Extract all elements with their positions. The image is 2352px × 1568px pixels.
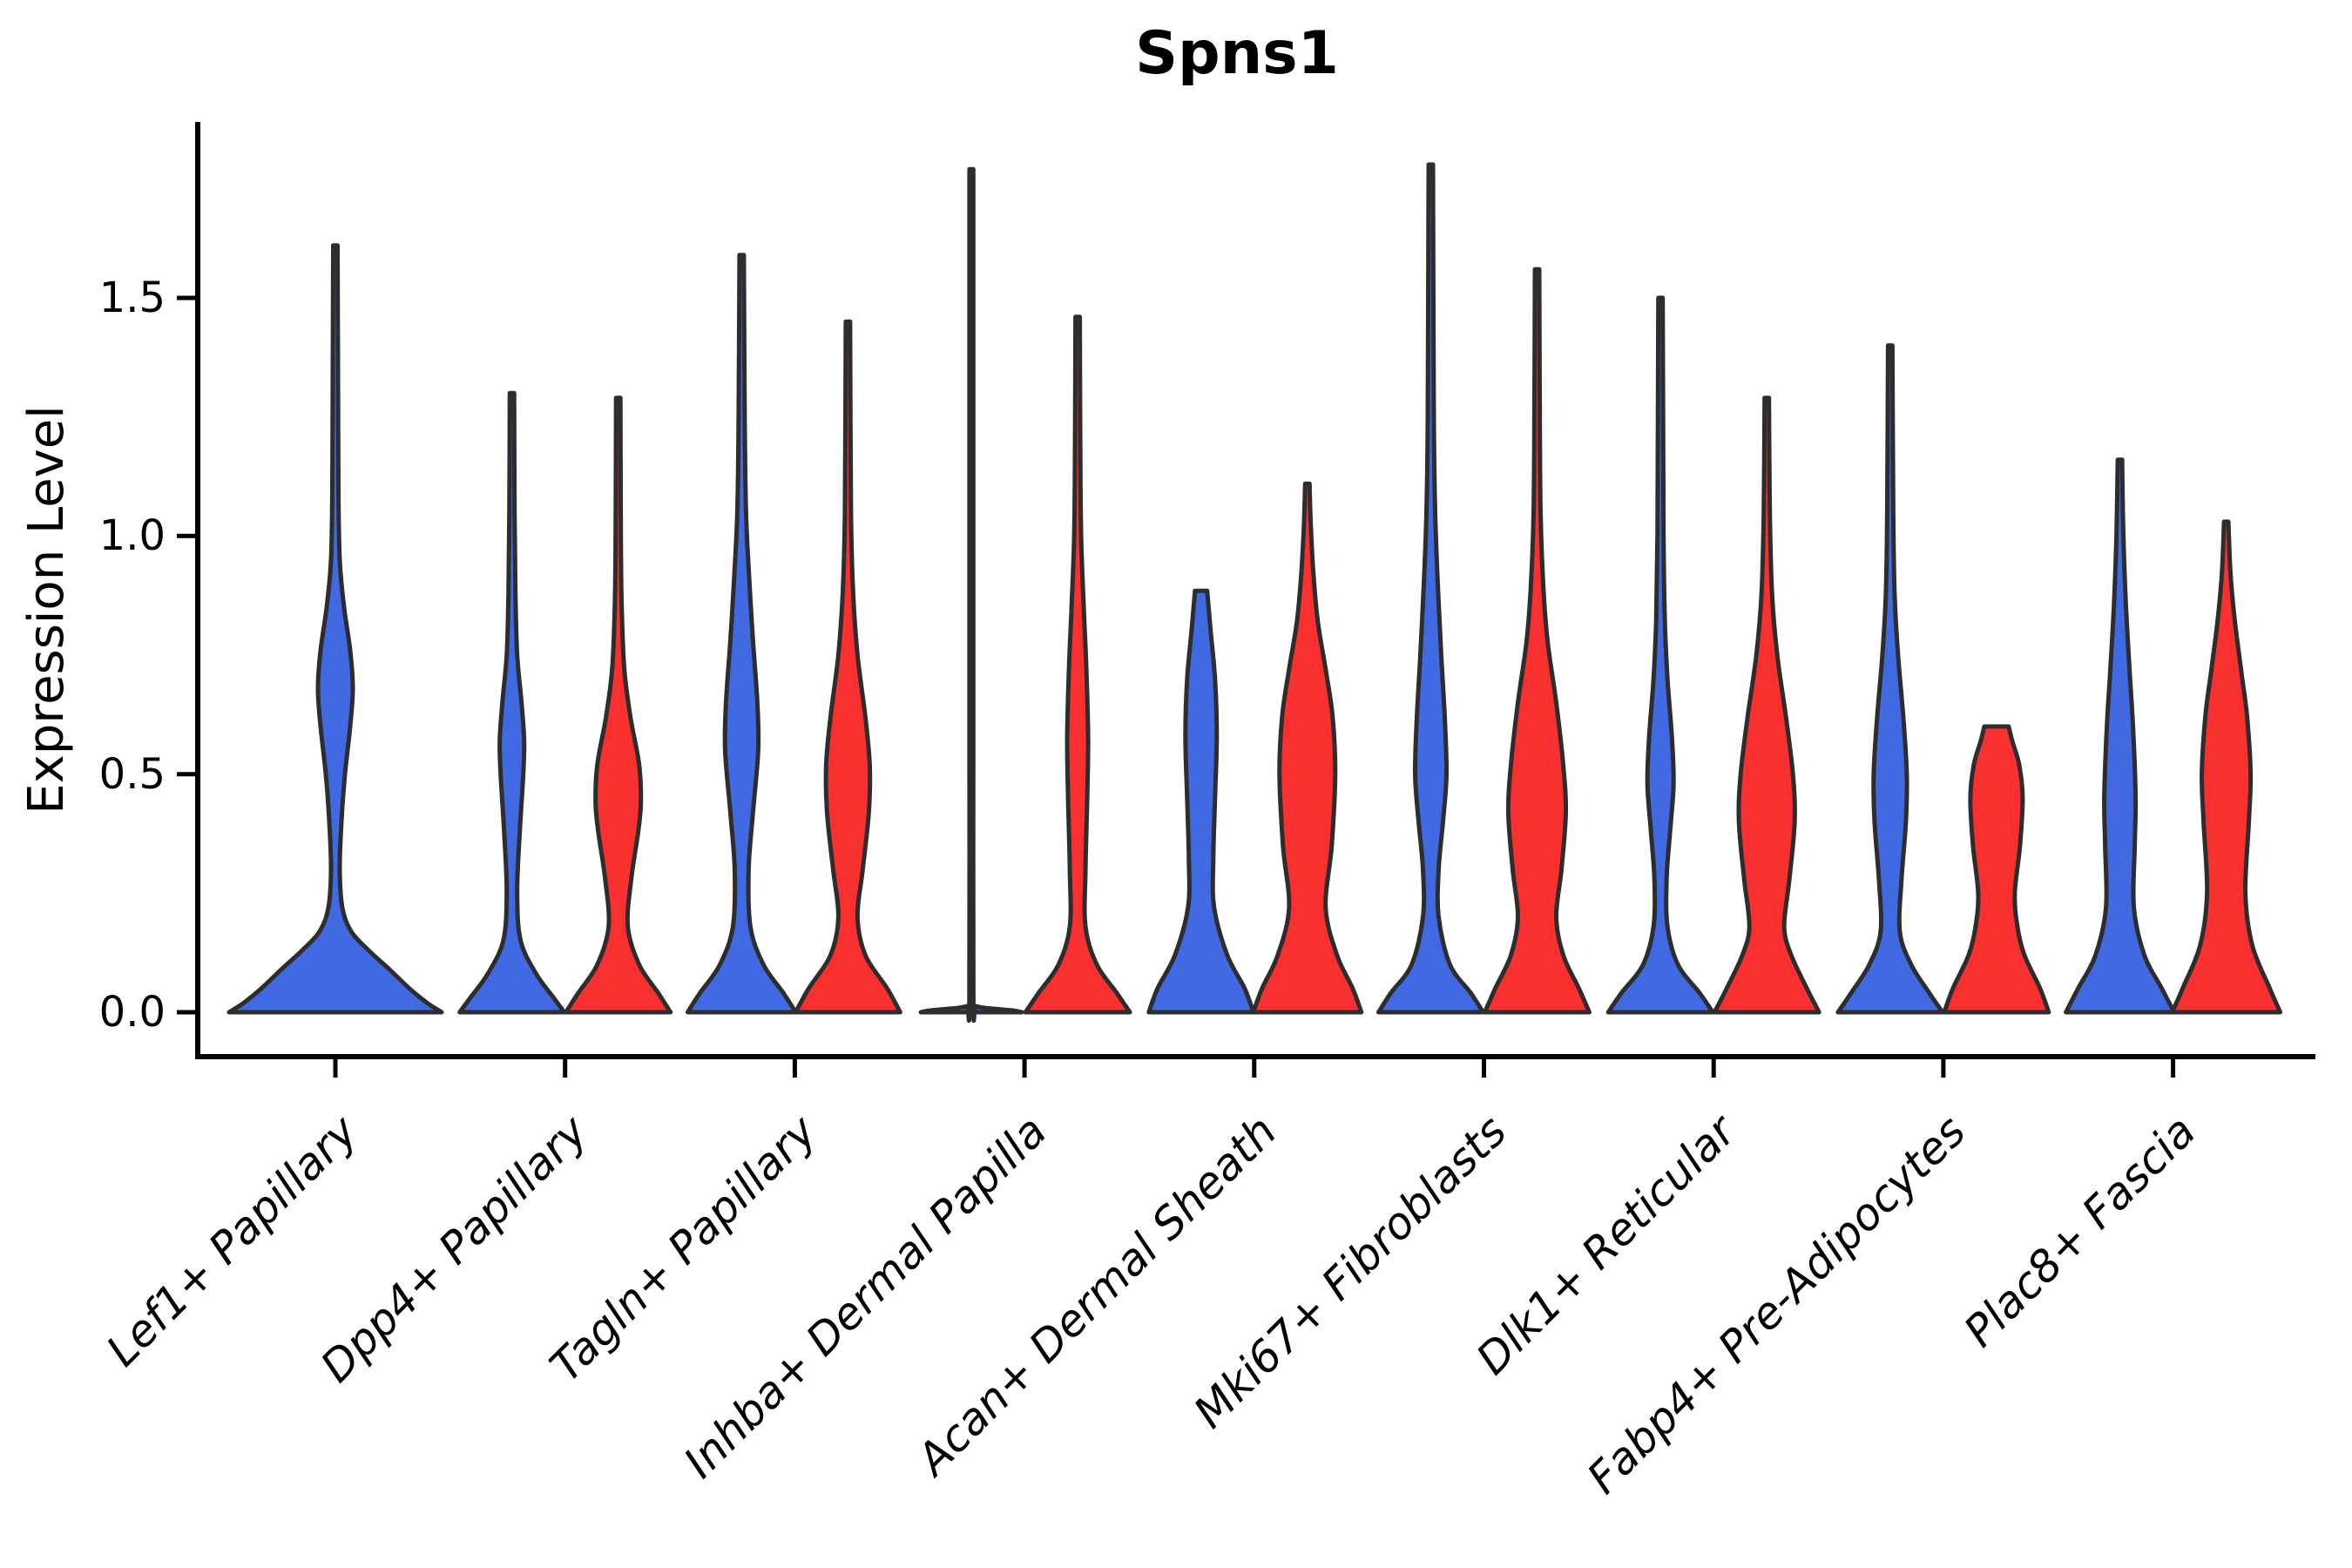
violin-5-blue [1376,162,1485,1015]
violin-1-blue [457,390,567,1015]
x-tick-labels: Lef1+ Papillary Dpp4+ Papillary Tagln+ P… [97,1104,2205,1504]
y-tick-label-1.5: 1.5 [99,274,166,322]
x-tick-label-inhba-dermal-papilla: Inhba+ Dermal Papilla [674,1105,1056,1487]
violin-5-red [1483,267,1592,1015]
x-tick-label-plac8-fascia: Plac8+ Fascia [1955,1105,2206,1356]
violin-6-blue [1605,295,1715,1015]
violin-4-blue [1146,588,1256,1015]
violin-3-blue [918,166,1024,1023]
violin-1-red [564,395,673,1015]
violins [226,162,2283,1023]
y-tick-label-0.5: 0.5 [99,750,166,799]
violin-0-blue [226,243,444,1015]
y-tick-labels: 0.0 0.5 1.0 1.5 [99,274,166,1037]
violin-7-red [1942,724,2051,1015]
violin-3-red [1023,314,1132,1015]
violin-8-red [2170,519,2283,1015]
y-axis-label: Expression Level [18,405,75,814]
x-tick-marks [333,1057,2176,1078]
chart-title: Spns1 [1135,19,1339,88]
violin-4-red [1251,481,1364,1015]
violin-8-blue [2064,457,2177,1015]
x-tick-label-lef1-papillary: Lef1+ Papillary [97,1105,368,1375]
violin-7-blue [1835,343,1945,1015]
violin-2-red [793,319,902,1015]
y-tick-label-1.0: 1.0 [99,511,166,560]
violin-2-blue [685,253,798,1015]
violin-6-red [1712,395,1821,1015]
y-tick-label-0.0: 0.0 [99,988,166,1037]
x-tick-label-fabp4-pre-adipocytes: Fabp4+ Pre-Adipocytes [1578,1105,1976,1504]
